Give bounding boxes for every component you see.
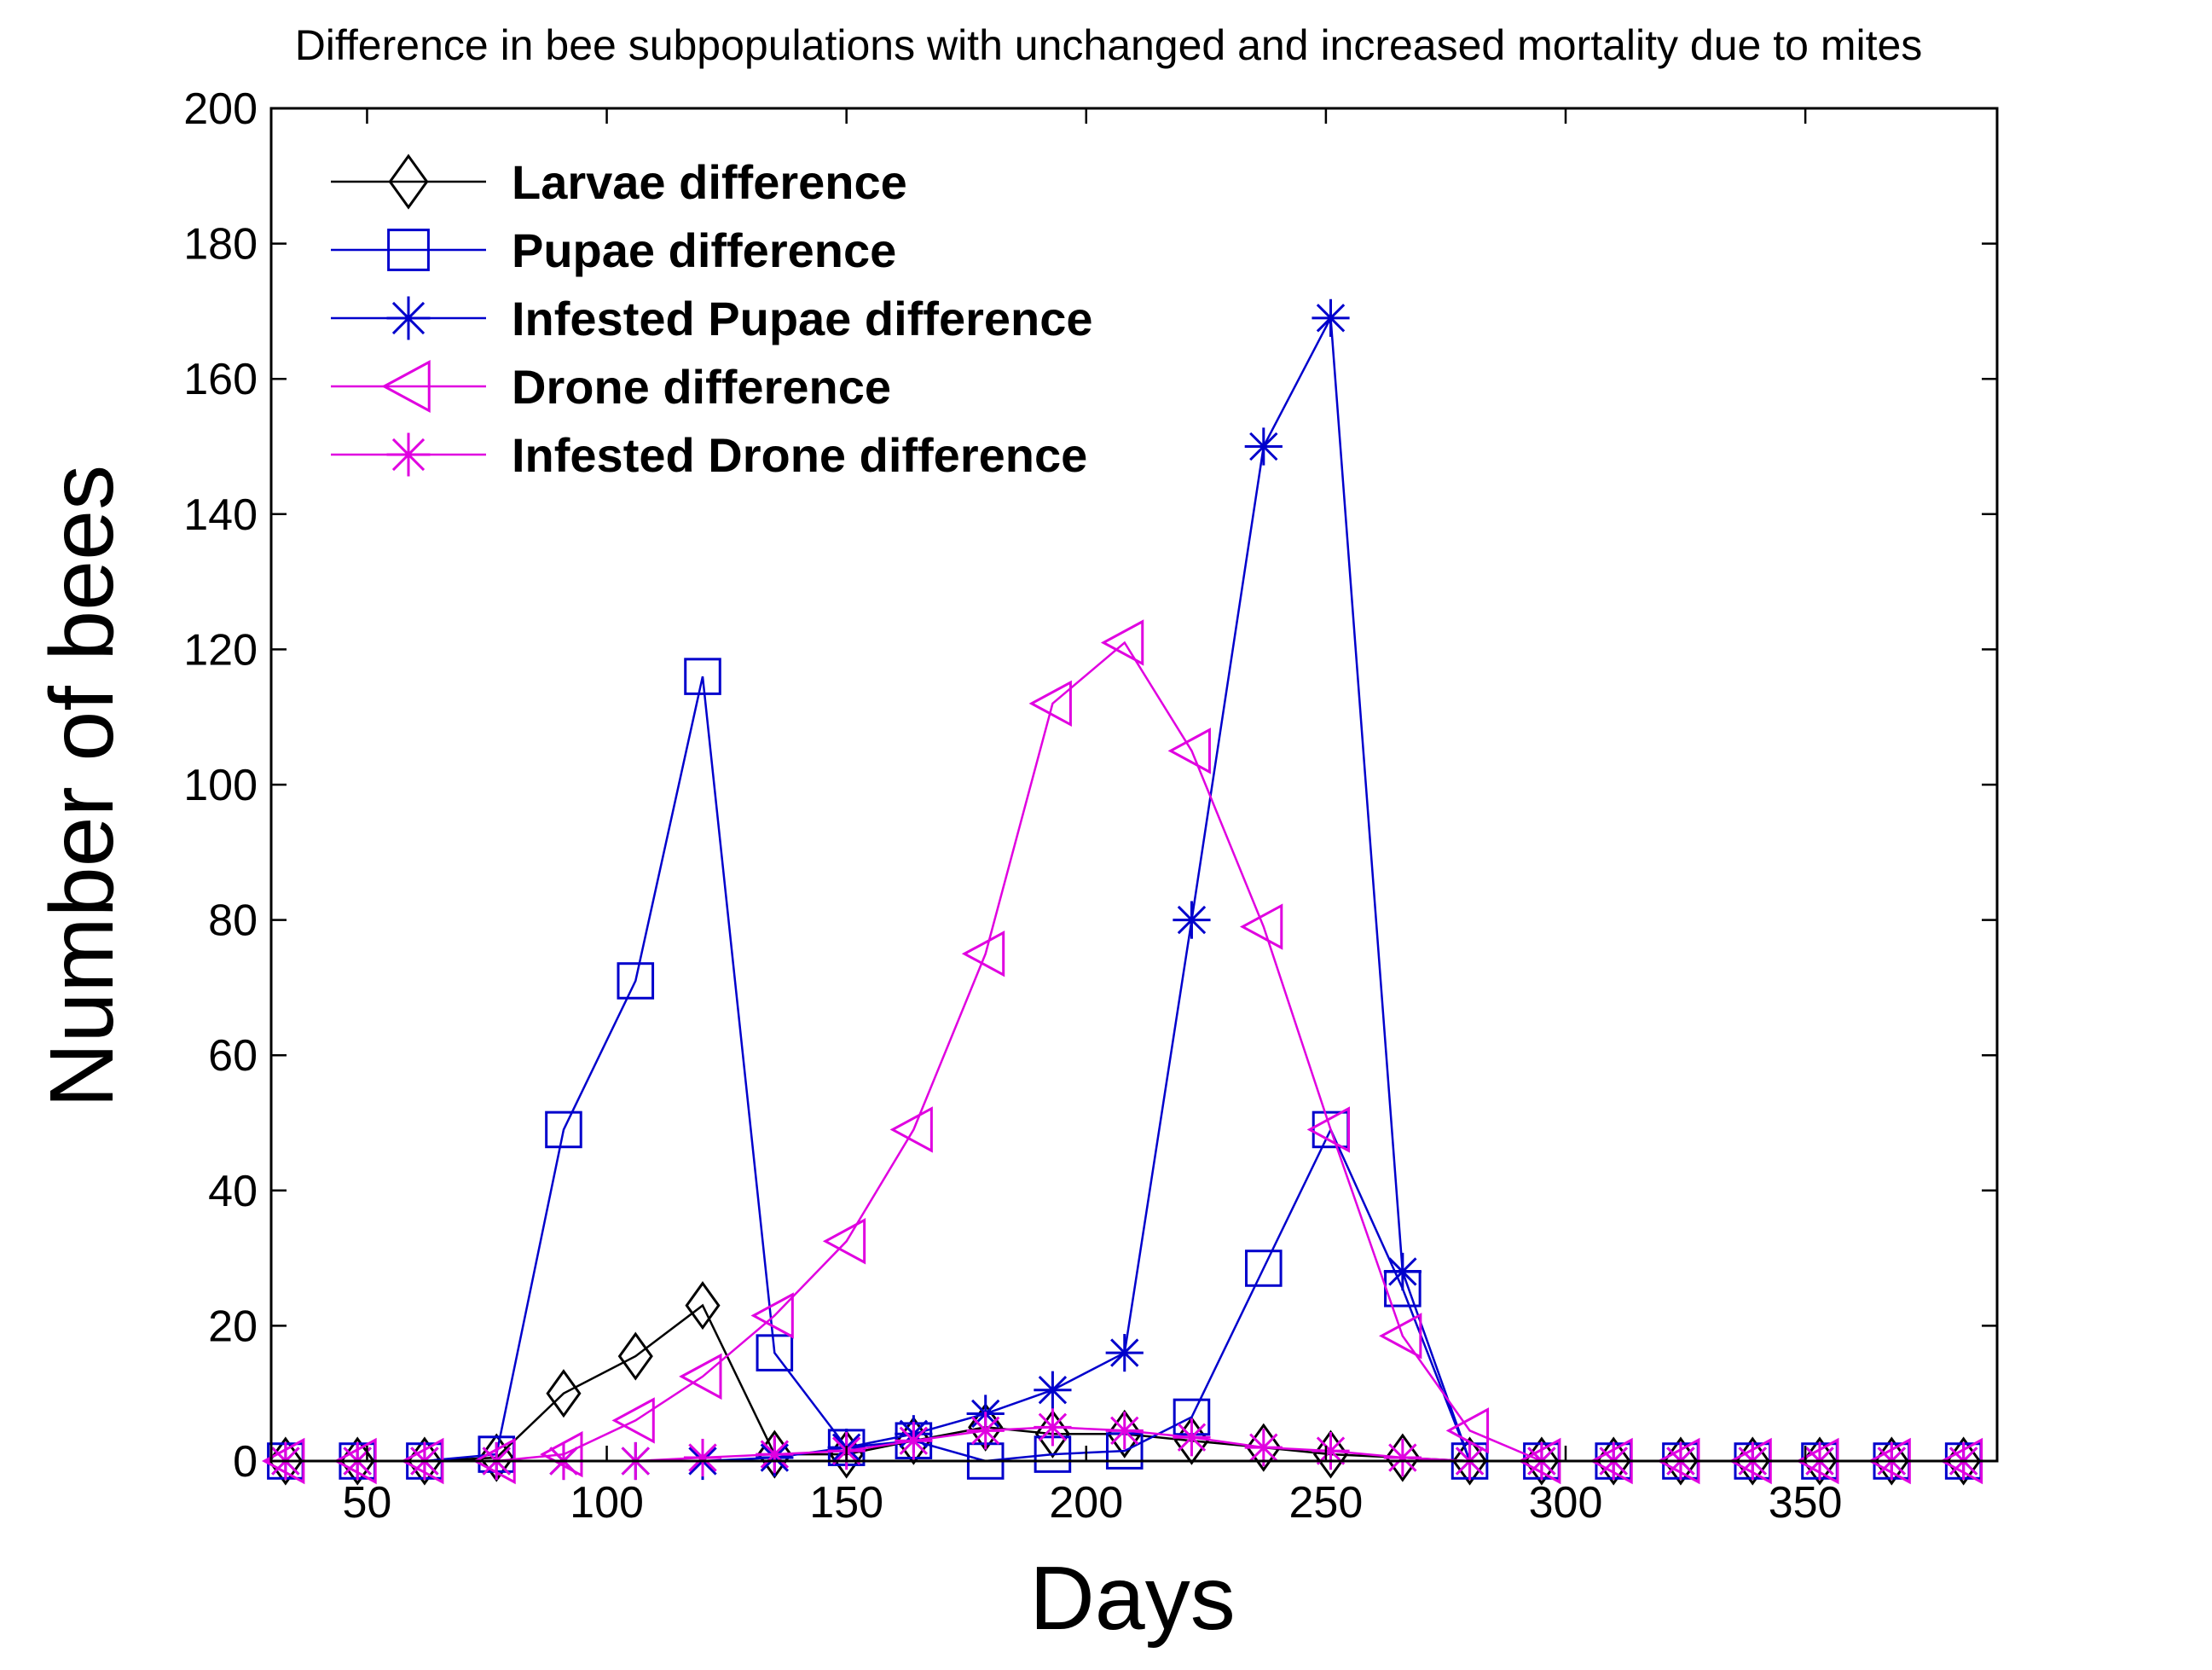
drone-difference-point [1100,619,1144,666]
drone-difference-point [1445,1407,1490,1454]
drone-difference-point [611,1397,655,1444]
chart-title: Difference in bee subpopulations with un… [295,21,1923,69]
infested-pupae-difference-point [1034,1371,1072,1409]
larvae-difference-point [1107,1409,1143,1458]
y-tick-label: 160 [183,355,258,404]
x-tick-label: 100 [570,1478,644,1528]
larvae-difference-point [1873,1436,1909,1486]
larvae-difference-point [1802,1436,1838,1486]
legend-marker [386,296,431,340]
legend-label: Infested Drone difference [512,428,1087,482]
infested-drone-difference-point [1034,1408,1072,1447]
y-tick-label: 200 [183,84,258,134]
infested-drone-difference-point [1173,1418,1211,1457]
drone-difference-point [1378,1313,1422,1360]
larvae-difference-point [1595,1436,1631,1486]
legend-marker [381,359,431,414]
legend-label: Larvae difference [512,155,907,209]
pupae-difference-point [545,1110,582,1149]
legend: Larvae difference Pupae difference Infeste… [331,154,1093,482]
infested-pupae-difference-point [1312,299,1350,337]
drone-difference-point [679,1353,722,1400]
larvae-difference-point [1734,1436,1770,1486]
drone-difference-point [1028,680,1072,728]
larvae-difference-point [617,1331,653,1381]
drone-difference-point [1306,1106,1351,1153]
x-tick-label: 250 [1289,1478,1364,1528]
infested-drone-difference-point [1312,1432,1350,1470]
pupae-difference-point [617,962,655,1000]
legend-marker [388,154,429,210]
x-tick-label: 150 [809,1478,883,1528]
larvae-difference-point [407,1436,443,1486]
y-tick-label: 120 [183,625,258,675]
legend-label: Infested Pupae difference [512,292,1093,345]
legend-marker [387,229,430,271]
drone-difference-point [1239,903,1283,950]
y-tick-label: 100 [183,761,258,810]
larvae-difference-point [1312,1429,1349,1479]
legend-entry-pupae-difference: Pupae difference [331,223,896,277]
y-tick-label: 180 [183,220,258,270]
y-tick-label: 20 [208,1302,258,1351]
y-tick-label: 0 [233,1437,258,1487]
y-tick-label: 140 [183,490,258,540]
infested-drone-difference-point [756,1435,794,1474]
larvae-difference-point [1451,1436,1488,1486]
larvae-difference-point [1946,1436,1982,1486]
drone-difference-point [822,1218,866,1265]
infested-drone-difference-point [895,1422,933,1460]
drone-difference-point [889,1106,933,1153]
larvae-difference-point [1663,1436,1699,1486]
larvae-difference-point [685,1281,721,1331]
legend-entry-drone-difference: Drone difference [331,359,891,414]
infested-drone-difference-point [966,1412,1005,1450]
infested-drone-difference-point [683,1438,722,1477]
legend-label: Pupae difference [512,223,896,277]
legend-marker [386,432,431,477]
legend-entry-infested-pupae-difference: Infested Pupae difference [331,292,1093,345]
x-axis-label: Days [1029,1548,1236,1649]
x-tick-label: 50 [343,1478,392,1528]
drone-difference-point [750,1292,794,1339]
drone-difference-point [1167,728,1211,774]
pupae-difference-point [1245,1250,1283,1287]
drone-difference-point [961,931,1005,977]
larvae-difference-point [268,1436,304,1486]
infested-pupae-difference-point [1105,1334,1144,1372]
y-tick-label: 80 [208,896,258,946]
x-tick-label: 350 [1769,1478,1843,1528]
y-axis-label: Number of bees [32,465,132,1108]
infested-pupae-difference-point [1244,427,1283,466]
larvae-difference-point [1385,1433,1421,1482]
larvae-difference-point [1246,1423,1282,1472]
infested-drone-difference-point [1383,1438,1422,1477]
pupae-difference-point [684,658,721,695]
legend-entry-infested-drone-difference: Infested Drone difference [331,428,1087,482]
pupae-difference-point [756,1334,794,1371]
drone-difference-point [540,1430,583,1478]
infested-drone-difference-point [1105,1412,1144,1450]
x-tick-label: 300 [1529,1478,1603,1528]
y-tick-label: 60 [208,1031,258,1081]
x-tick-label: 200 [1049,1478,1123,1528]
y-tick-label: 40 [208,1167,258,1216]
larvae-difference-point [546,1369,582,1418]
infested-pupae-difference-point [1383,1252,1422,1291]
larvae-difference-point [1524,1436,1560,1486]
legend-label: Drone difference [512,360,891,414]
infested-pupae-difference-point [1173,901,1211,939]
legend-entry-larvae-difference: Larvae difference [331,154,907,210]
